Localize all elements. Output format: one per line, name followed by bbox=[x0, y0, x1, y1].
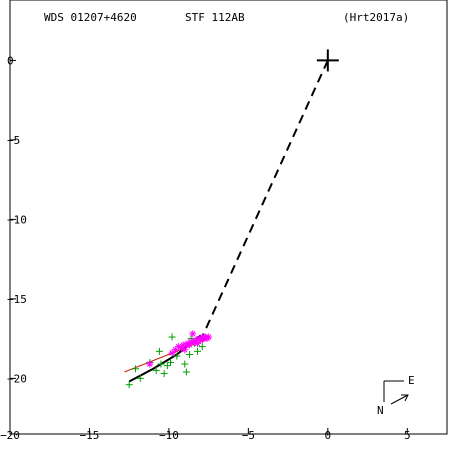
compass-east-label: E bbox=[408, 374, 415, 387]
x-tick-label: 0 bbox=[325, 429, 332, 442]
observation-plus bbox=[152, 366, 160, 374]
observation-plus bbox=[157, 360, 165, 368]
x-tick-label: −15 bbox=[80, 429, 100, 442]
x-tick-label: −5 bbox=[242, 429, 255, 442]
observation-asterisk bbox=[186, 341, 194, 349]
observation-plus bbox=[132, 365, 140, 373]
observation-plus bbox=[173, 352, 181, 360]
observation-plus bbox=[182, 368, 190, 376]
y-tick-label: −5 bbox=[7, 134, 20, 147]
chart-marks bbox=[124, 49, 339, 389]
observation-asterisk-d2 bbox=[147, 361, 153, 367]
observation-asterisk bbox=[189, 330, 197, 338]
primary-to-secondary-connector bbox=[199, 59, 329, 341]
observation-plus bbox=[194, 347, 202, 355]
observation-plus bbox=[160, 370, 168, 378]
x-axis-ticks: −20 −15 −10 −5 0 5 bbox=[0, 428, 411, 442]
y-tick-label: 0 bbox=[7, 54, 14, 67]
observation-plus bbox=[181, 360, 189, 368]
observation-asterisk-d2 bbox=[205, 334, 212, 340]
observation-plus bbox=[155, 347, 163, 355]
header-wds-id: WDS 01207+4620 bbox=[44, 11, 137, 24]
y-tick-label: −20 bbox=[7, 372, 27, 385]
observation-asterisk-d2 bbox=[189, 331, 196, 337]
observation-plus bbox=[163, 362, 171, 370]
header-pair-name: STF 112AB bbox=[185, 11, 245, 24]
y-axis-ticks: 0 −5 −10 −15 −20 bbox=[7, 54, 27, 385]
y-tick-label: −10 bbox=[7, 213, 27, 226]
observation-asterisk bbox=[146, 360, 154, 368]
compass-north-label: N bbox=[377, 404, 384, 417]
observation-plus bbox=[198, 343, 206, 351]
header-reference: (Hrt2017a) bbox=[343, 11, 409, 24]
x-tick-label: −10 bbox=[159, 429, 179, 442]
compass-rose: E N bbox=[377, 374, 415, 417]
observation-asterisk bbox=[168, 349, 176, 357]
motion-arrow-head bbox=[401, 394, 409, 402]
plot-frame bbox=[9, 0, 448, 435]
observation-plus bbox=[166, 358, 174, 366]
primary-star-marker bbox=[316, 49, 339, 72]
observation-plus bbox=[186, 351, 194, 359]
y-tick-label: −15 bbox=[7, 293, 27, 306]
observation-plus bbox=[168, 333, 176, 341]
observation-asterisk bbox=[205, 333, 213, 341]
x-tick-label: −20 bbox=[0, 429, 20, 442]
observation-asterisk bbox=[181, 346, 189, 354]
motion-arrow bbox=[390, 394, 409, 405]
observation-plus bbox=[136, 374, 144, 382]
x-tick-label: 5 bbox=[404, 429, 411, 442]
observation-plus bbox=[125, 381, 133, 389]
